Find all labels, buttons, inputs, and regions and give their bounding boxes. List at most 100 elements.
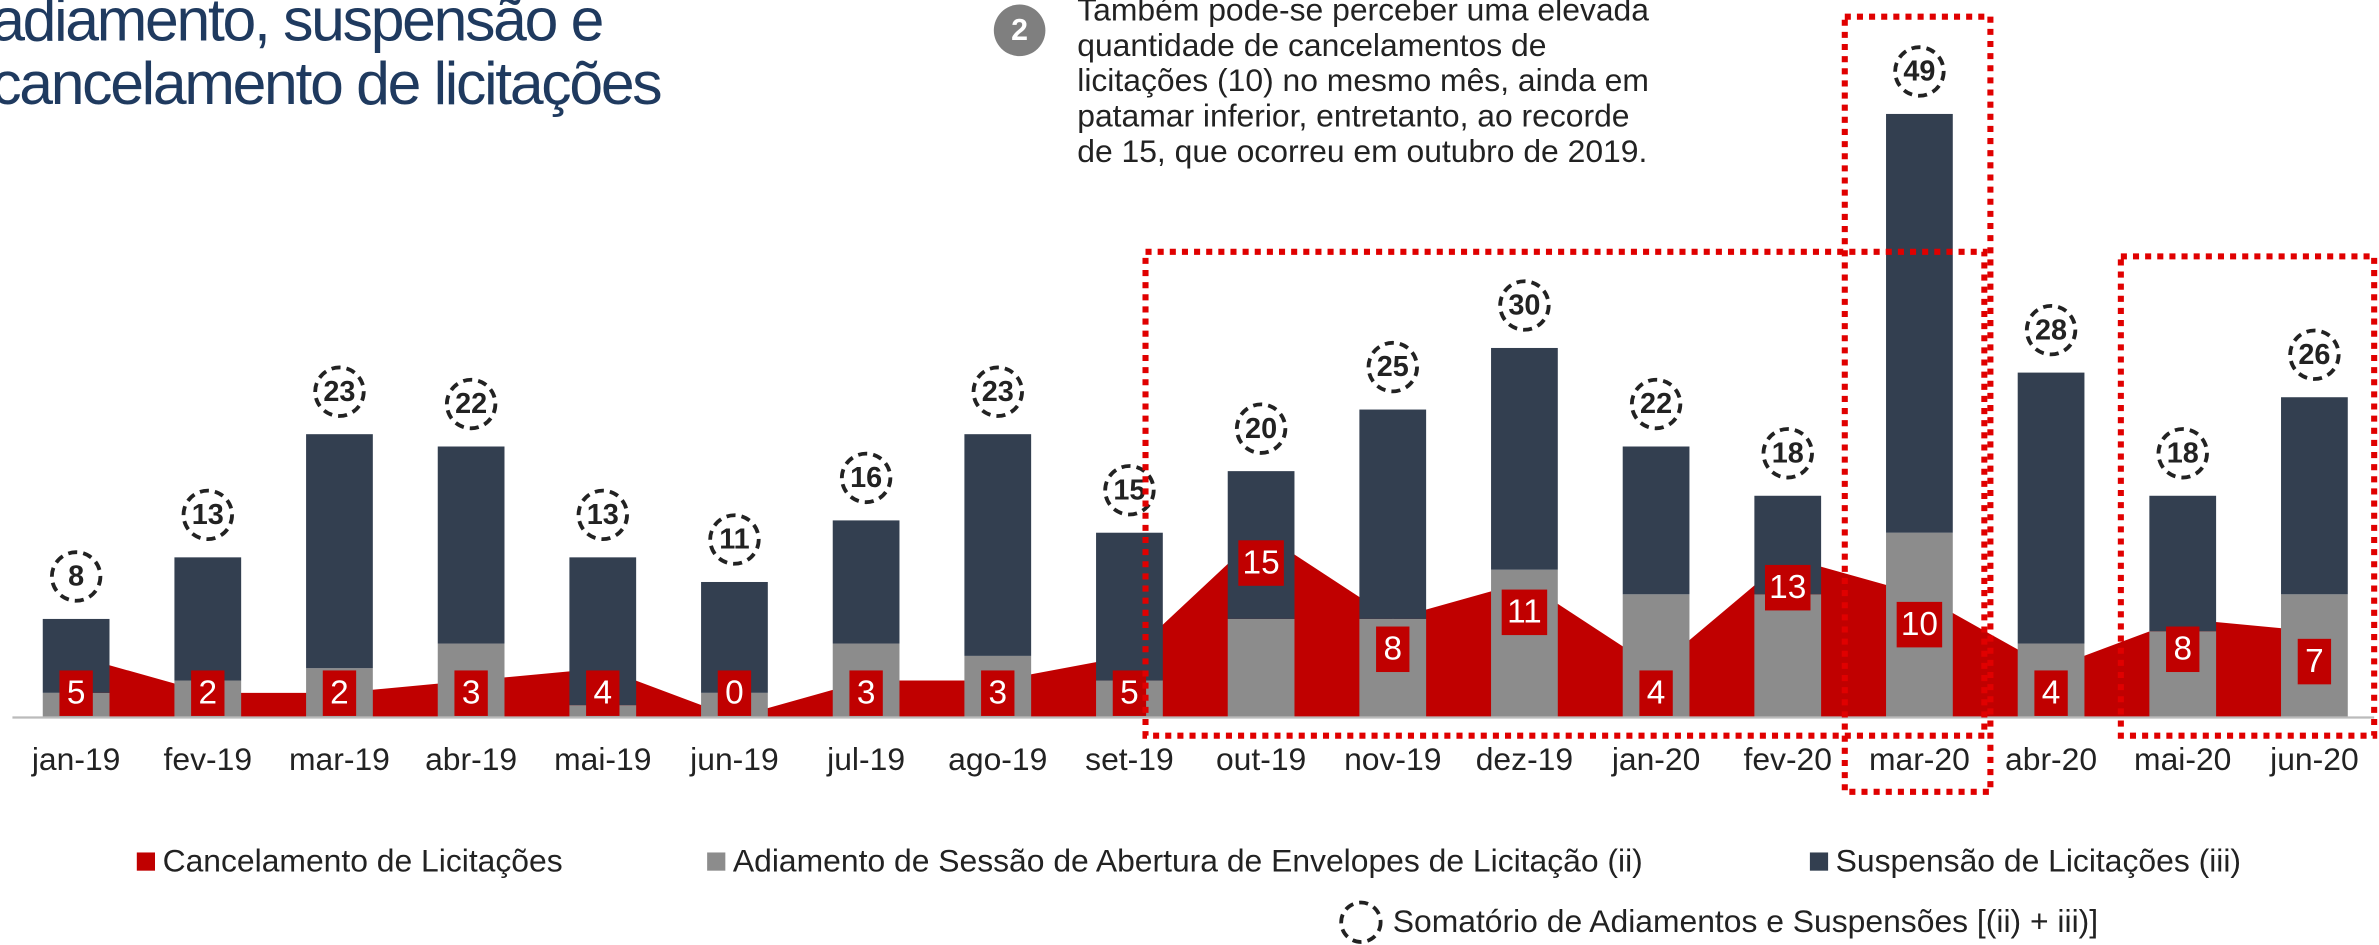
total-label: 26 bbox=[2298, 339, 2330, 371]
value-label-box bbox=[981, 670, 1015, 716]
total-marker bbox=[708, 513, 761, 566]
bar bbox=[2281, 397, 2348, 595]
value-label-box bbox=[191, 670, 225, 716]
annotation-text: de 15, que ocorreu em outubro de 2019. bbox=[1077, 133, 1647, 169]
chart-title: cancelamento de licitações bbox=[0, 49, 661, 117]
value-label: 15 bbox=[1243, 544, 1280, 581]
value-label-box bbox=[2034, 670, 2068, 716]
total-label: 22 bbox=[1640, 388, 1672, 420]
x-tick-label: jul-19 bbox=[826, 741, 905, 777]
total-label: 23 bbox=[982, 376, 1014, 408]
total-marker bbox=[2024, 303, 2078, 357]
legend-swatch bbox=[707, 852, 726, 871]
total-label: 13 bbox=[587, 499, 619, 531]
bar bbox=[1491, 347, 1558, 570]
total-marker bbox=[576, 488, 629, 542]
total-marker bbox=[1103, 464, 1156, 517]
total-marker bbox=[313, 365, 366, 418]
value-label: 10 bbox=[1901, 606, 1938, 643]
highlight-box bbox=[1142, 248, 1988, 739]
total-label: 49 bbox=[1903, 56, 1935, 88]
x-tick-label: jan-19 bbox=[31, 741, 121, 777]
total-label: 13 bbox=[192, 499, 224, 531]
value-label: 13 bbox=[1769, 569, 1806, 606]
x-tick-label: nov-19 bbox=[1344, 741, 1441, 777]
legend-label: Somatório de Adiamentos e Suspensões [(i… bbox=[1393, 903, 2098, 939]
legend-label: Suspensão de Licitações (iii) bbox=[1836, 842, 2241, 878]
value-label: 4 bbox=[593, 675, 612, 712]
bar bbox=[306, 434, 373, 669]
total-label: 23 bbox=[323, 376, 355, 408]
total-label: 18 bbox=[1772, 437, 1804, 469]
x-tick-label: mar-19 bbox=[289, 741, 390, 777]
legend-swatch bbox=[1339, 900, 1383, 944]
total-label: 20 bbox=[1245, 413, 1277, 445]
x-tick-label: fev-19 bbox=[164, 741, 253, 777]
total-label: 18 bbox=[2167, 437, 2199, 469]
bar bbox=[832, 520, 900, 644]
total-marker bbox=[181, 488, 234, 542]
x-tick-label: jun-20 bbox=[2269, 741, 2359, 777]
x-tick-label: abr-20 bbox=[2005, 741, 2097, 777]
value-label-box bbox=[1639, 670, 1673, 716]
total-marker bbox=[839, 451, 893, 505]
value-label: 3 bbox=[462, 675, 481, 712]
value-label: 4 bbox=[1647, 675, 1666, 712]
value-label: 3 bbox=[857, 675, 876, 712]
value-label-box bbox=[717, 670, 752, 716]
x-tick-label: dez-19 bbox=[1476, 741, 1573, 777]
bar bbox=[437, 446, 505, 644]
bar bbox=[174, 557, 242, 681]
value-label-box bbox=[2297, 638, 2332, 685]
total-label: 28 bbox=[2035, 314, 2067, 346]
legend-label: Cancelamento de Licitações bbox=[163, 842, 563, 878]
x-tick-label: mar-20 bbox=[1869, 741, 1970, 777]
legend-swatch bbox=[136, 852, 156, 871]
area bbox=[76, 532, 2315, 718]
total-label: 15 bbox=[1113, 474, 1145, 506]
total-marker bbox=[2156, 427, 2209, 480]
total-marker bbox=[49, 550, 103, 603]
value-label: 5 bbox=[1120, 675, 1139, 712]
value-label-box bbox=[1896, 601, 1943, 648]
total-label: 16 bbox=[850, 462, 882, 494]
annotation-text: Também pode-se perceber uma elevada bbox=[1077, 0, 1649, 28]
x-tick-label: jan-20 bbox=[1611, 741, 1701, 777]
x-tick-label: abr-19 bbox=[425, 741, 517, 777]
total-label: 22 bbox=[455, 388, 487, 420]
value-label: 8 bbox=[1383, 631, 1402, 668]
total-marker bbox=[1629, 377, 1683, 431]
annotation-text: licitações (10) no mesmo mês, ainda em bbox=[1077, 62, 1649, 98]
annotation-text: quantidade de cancelamentos de bbox=[1077, 27, 1546, 63]
x-tick-label: mai-20 bbox=[2134, 741, 2231, 777]
total-label: 25 bbox=[1377, 351, 1409, 383]
annotation-number: 2 bbox=[1011, 14, 1028, 47]
x-tick-label: fev-20 bbox=[1743, 741, 1832, 777]
total-marker bbox=[1498, 279, 1551, 332]
chart-title: adiamento, suspensão e bbox=[0, 0, 603, 53]
value-label: 4 bbox=[2042, 675, 2061, 712]
value-label: 7 bbox=[2305, 643, 2324, 680]
bar bbox=[1622, 446, 1690, 595]
value-label-box bbox=[1764, 564, 1811, 611]
bar bbox=[1754, 594, 1822, 718]
value-label: 2 bbox=[330, 675, 349, 712]
total-label: 30 bbox=[1508, 290, 1540, 322]
total-label: 11 bbox=[719, 524, 749, 556]
value-label-box bbox=[322, 670, 357, 716]
bar bbox=[2149, 495, 2217, 632]
value-label: 5 bbox=[67, 675, 86, 712]
x-tick-label: mai-19 bbox=[554, 741, 651, 777]
value-label-box bbox=[1238, 540, 1284, 586]
value-label-box bbox=[1112, 670, 1147, 716]
legend-label: Adiamento de Sessão de Abertura de Envel… bbox=[733, 842, 1643, 878]
annotation-badge bbox=[993, 4, 1046, 57]
total-marker bbox=[971, 365, 1024, 418]
total-label: 8 bbox=[68, 561, 84, 593]
value-label: 3 bbox=[988, 675, 1007, 712]
x-tick-label: ago-19 bbox=[948, 741, 1047, 777]
legend-swatch bbox=[1809, 852, 1829, 871]
total-marker bbox=[1893, 45, 1946, 98]
value-label-box bbox=[1376, 626, 1410, 673]
